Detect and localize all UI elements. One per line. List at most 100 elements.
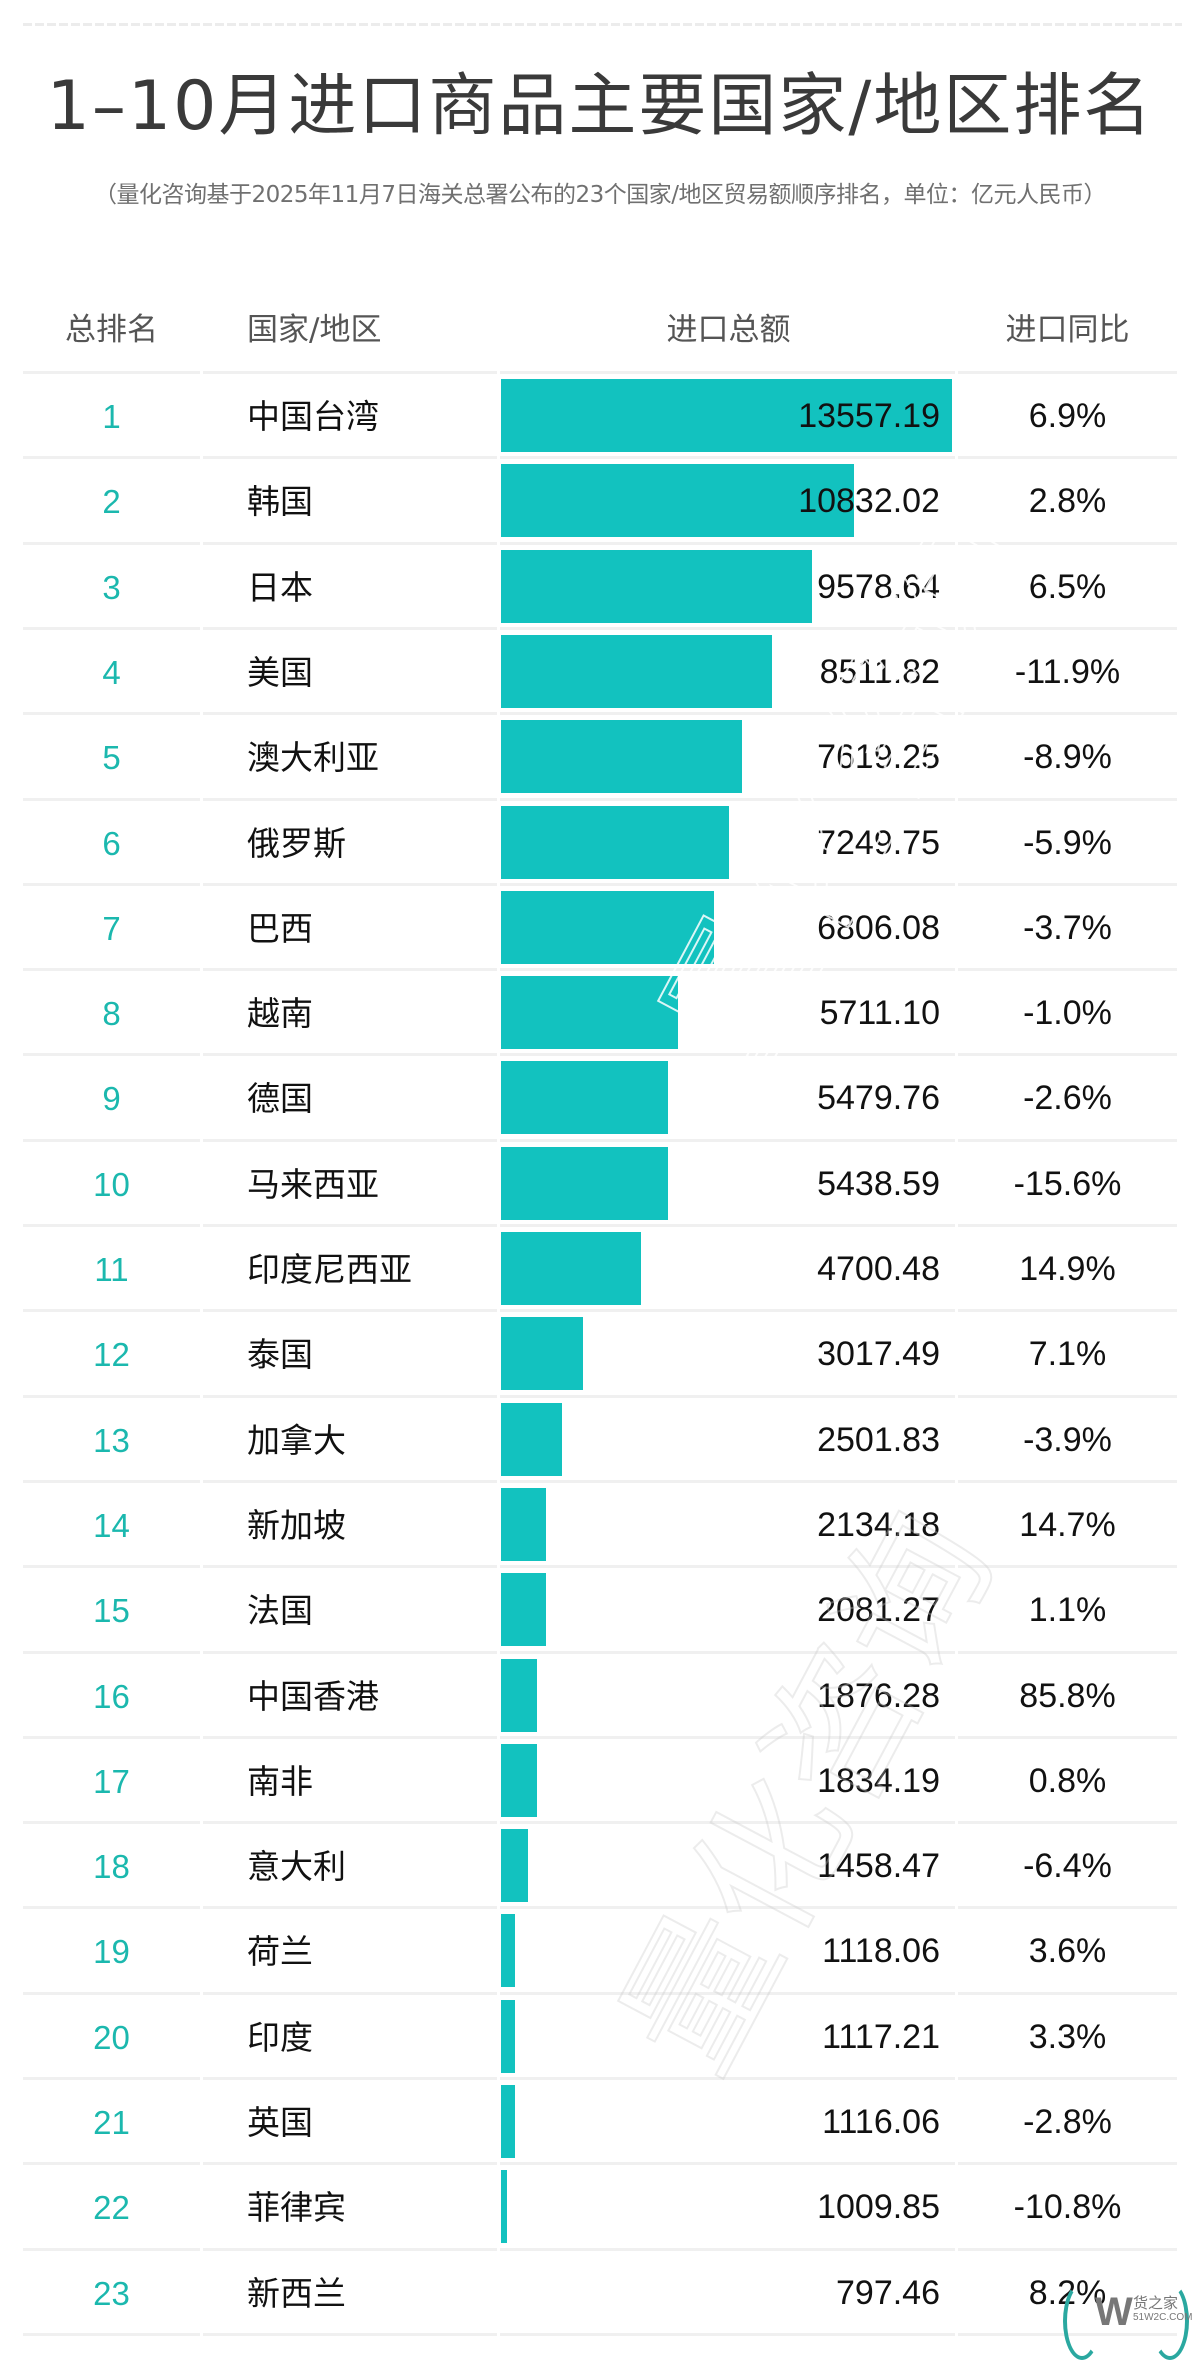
- row-separator: [203, 1309, 497, 1312]
- row-separator: [203, 371, 497, 374]
- amount-bar: [501, 1232, 641, 1305]
- row-separator: [203, 627, 497, 630]
- yoy-change: 1.1%: [1028, 1591, 1107, 1629]
- import-amount: 1117.21: [822, 2018, 940, 2056]
- row-separator: [958, 371, 1177, 374]
- country-name: 巴西: [247, 909, 313, 948]
- table-row: 23 新西兰 797.46 8.2%: [0, 2251, 1200, 2336]
- row-separator: [203, 712, 497, 715]
- import-amount: 2501.83: [817, 1421, 940, 1459]
- rank-number: 8: [102, 995, 121, 1032]
- country-name: 印度尼西亚: [247, 1250, 412, 1289]
- country-name: 南非: [247, 1762, 313, 1801]
- yoy-change: -10.8%: [1013, 2188, 1122, 2226]
- rank-number: 1: [102, 398, 121, 435]
- amount-bar: [501, 806, 729, 879]
- table-row: 7 巴西 6806.08 -3.7%: [0, 886, 1200, 971]
- rank-number: 20: [93, 2019, 130, 2056]
- table-row: 8 越南 5711.10 -1.0%: [0, 971, 1200, 1056]
- table-row: 6 俄罗斯 7249.75 -5.9%: [0, 801, 1200, 886]
- import-amount: 797.46: [836, 2274, 940, 2312]
- row-separator: [23, 968, 200, 971]
- rank-number: 21: [93, 2104, 130, 2141]
- row-separator: [203, 2248, 497, 2251]
- amount-bar: [501, 976, 678, 1049]
- row-separator: [203, 456, 497, 459]
- header-rank: 总排名: [65, 312, 158, 348]
- row-separator: [23, 1139, 200, 1142]
- row-separator: [500, 542, 955, 545]
- country-name: 新西兰: [247, 2274, 346, 2313]
- row-separator: [958, 968, 1177, 971]
- import-amount: 9578.64: [817, 568, 940, 606]
- rank-number: 18: [93, 1848, 130, 1885]
- rank-number: 4: [102, 654, 121, 691]
- rank-number: 7: [102, 910, 121, 947]
- amount-bar: [501, 550, 812, 623]
- row-separator: [23, 2248, 200, 2251]
- import-amount: 10832.02: [798, 482, 940, 520]
- row-separator: [958, 542, 1177, 545]
- row-separator: [958, 456, 1177, 459]
- import-amount: 1834.19: [817, 1762, 940, 1800]
- row-separator: [203, 542, 497, 545]
- row-separator: [23, 627, 200, 630]
- rank-number: 23: [93, 2275, 130, 2312]
- row-separator: [23, 883, 200, 886]
- row-separator: [500, 1480, 955, 1483]
- page-subtitle: （量化咨询基于2025年11月7日海关总署公布的23个国家/地区贸易额顺序排名，…: [94, 182, 1106, 208]
- row-separator: [500, 1139, 955, 1142]
- row-separator: [500, 1395, 955, 1398]
- logo-url: 51W2C.COM: [1133, 2312, 1193, 2323]
- table-row: 12 泰国 3017.49 7.1%: [0, 1312, 1200, 1397]
- yoy-change: 14.9%: [1019, 1250, 1116, 1288]
- amount-bar: [501, 891, 714, 964]
- import-amount: 7619.25: [817, 738, 940, 776]
- row-separator: [958, 1906, 1177, 1909]
- yoy-change: -5.9%: [1023, 824, 1112, 862]
- row-separator: [958, 1224, 1177, 1227]
- row-separator: [203, 1565, 497, 1568]
- row-separator: [23, 1736, 200, 1739]
- row-separator: [203, 1736, 497, 1739]
- row-separator: [958, 798, 1177, 801]
- country-name: 韩国: [247, 482, 313, 521]
- row-separator: [203, 2162, 497, 2165]
- rank-number: 13: [93, 1422, 130, 1459]
- amount-bar: [501, 1147, 668, 1220]
- yoy-change: 2.8%: [1028, 482, 1107, 520]
- row-separator: [23, 1821, 200, 1824]
- country-name: 澳大利亚: [247, 738, 379, 777]
- rank-number: 19: [93, 1933, 130, 1970]
- rank-number: 11: [94, 1251, 129, 1288]
- amount-bar: [501, 1061, 668, 1134]
- row-separator: [958, 2162, 1177, 2165]
- rank-number: 3: [102, 569, 121, 606]
- country-name: 英国: [247, 2103, 313, 2142]
- yoy-change: 7.1%: [1028, 1335, 1107, 1373]
- country-name: 俄罗斯: [247, 824, 346, 863]
- row-separator: [958, 1309, 1177, 1312]
- row-separator: [203, 1821, 497, 1824]
- yoy-change: -11.9%: [1014, 653, 1121, 691]
- row-separator: [23, 1309, 200, 1312]
- rank-number: 15: [93, 1592, 130, 1629]
- row-separator: [23, 2162, 200, 2165]
- row-separator: [958, 1139, 1177, 1142]
- table-row: 13 加拿大 2501.83 -3.9%: [0, 1398, 1200, 1483]
- amount-bar: [501, 720, 742, 793]
- row-separator: [500, 798, 955, 801]
- row-separator: [500, 371, 955, 374]
- row-separator: [203, 1992, 497, 1995]
- yoy-change: -3.9%: [1023, 1421, 1112, 1459]
- row-separator: [23, 1992, 200, 1995]
- logo-name: 货之家: [1133, 2294, 1179, 2312]
- row-separator: [203, 1651, 497, 1654]
- row-separator: [23, 1480, 200, 1483]
- header-yoy: 进口同比: [1005, 312, 1130, 348]
- table-row: 16 中国香港 1876.28 85.8%: [0, 1654, 1200, 1739]
- country-name: 德国: [247, 1079, 313, 1118]
- table-row: 11 印度尼西亚 4700.48 14.9%: [0, 1227, 1200, 1312]
- import-amount: 1458.47: [817, 1847, 940, 1885]
- table-row: 3 日本 9578.64 6.5%: [0, 545, 1200, 630]
